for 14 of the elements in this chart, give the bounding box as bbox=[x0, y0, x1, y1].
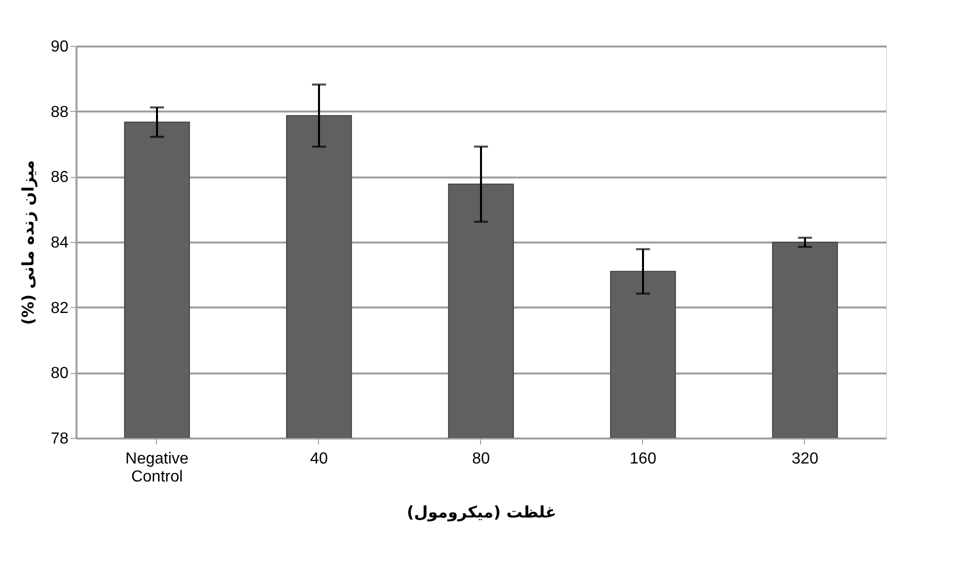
y-tick-label: 80 bbox=[50, 365, 69, 382]
x-tick-label: 40 bbox=[310, 450, 328, 468]
y-tick-label: 82 bbox=[50, 300, 69, 317]
y-tick-label: 84 bbox=[50, 234, 69, 252]
y-axis-title: میزان زنده مانی (%) bbox=[18, 160, 38, 325]
x-axis-title: غلظت (میکرومول) bbox=[406, 502, 556, 522]
x-tick-label: 160 bbox=[630, 450, 656, 468]
y-tick-label: 88 bbox=[50, 104, 69, 121]
x-tick-label: Negative Control bbox=[125, 450, 189, 486]
y-tick-label: 86 bbox=[50, 169, 69, 186]
y-tick-label: 78 bbox=[50, 430, 69, 448]
y-tick-label: 90 bbox=[50, 38, 69, 56]
x-tick-label: 80 bbox=[472, 450, 490, 468]
x-tick-label: 320 bbox=[792, 450, 818, 468]
